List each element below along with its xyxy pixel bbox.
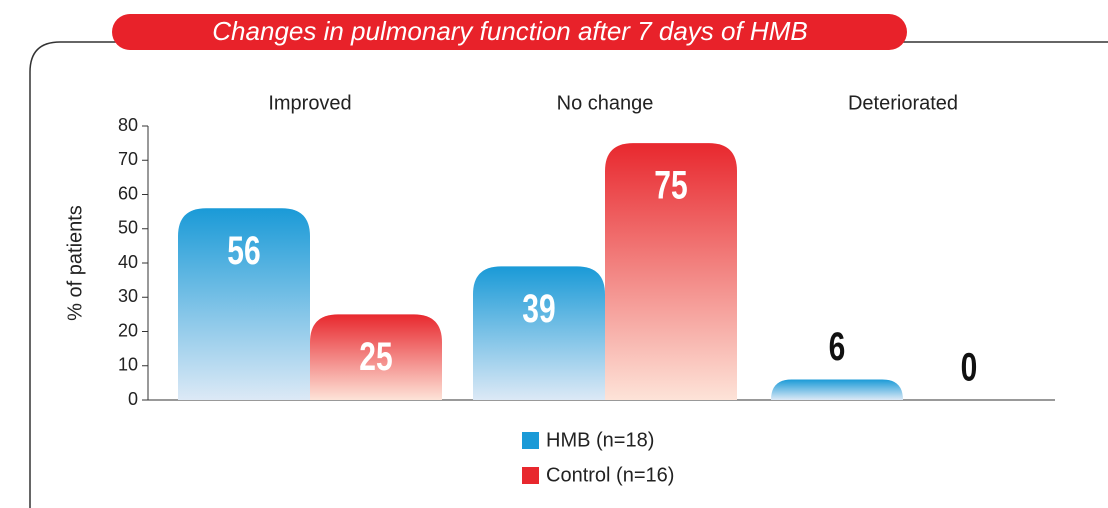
y-tick-label: 10 bbox=[118, 355, 138, 375]
y-tick-label: 40 bbox=[118, 252, 138, 272]
value-label: 39 bbox=[522, 287, 555, 331]
y-axis-label: % of patients bbox=[64, 205, 86, 321]
y-tick-label: 80 bbox=[118, 115, 138, 135]
value-label: 75 bbox=[654, 164, 687, 208]
legend-swatch bbox=[522, 432, 539, 449]
y-tick-label: 70 bbox=[118, 149, 138, 169]
title-pill bbox=[112, 14, 907, 50]
legend-label: Control (n=16) bbox=[546, 464, 674, 486]
frame bbox=[29, 41, 1108, 508]
y-tick-label: 50 bbox=[118, 218, 138, 238]
chart-title: Changes in pulmonary function after 7 da… bbox=[212, 16, 807, 46]
bar bbox=[771, 379, 903, 400]
bar bbox=[178, 208, 310, 400]
bar bbox=[473, 266, 605, 400]
y-tick-label: 60 bbox=[118, 183, 138, 203]
value-label: 56 bbox=[227, 229, 260, 273]
bar bbox=[605, 143, 737, 400]
y-tick-label: 30 bbox=[118, 286, 138, 306]
legend-label: HMB (n=18) bbox=[546, 429, 654, 451]
category-label: No change bbox=[557, 92, 654, 114]
y-tick-label: 0 bbox=[128, 389, 138, 409]
y-tick-label: 20 bbox=[118, 320, 138, 340]
category-label: Improved bbox=[268, 92, 351, 114]
value-label: 0 bbox=[961, 345, 978, 389]
value-label: 6 bbox=[829, 325, 846, 369]
legend-swatch bbox=[522, 467, 539, 484]
value-label: 25 bbox=[359, 335, 392, 379]
category-label: Deteriorated bbox=[848, 92, 958, 114]
bar bbox=[310, 314, 442, 400]
